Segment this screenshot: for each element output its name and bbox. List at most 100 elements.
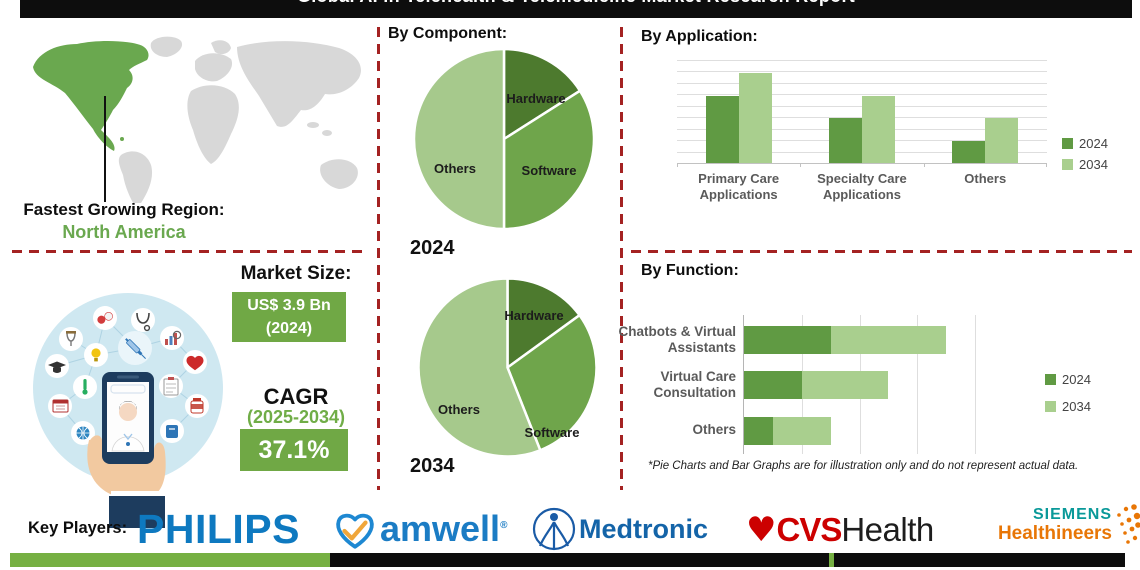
siemens-dots-icon bbox=[1117, 504, 1140, 544]
pie-label-others: Others bbox=[434, 161, 476, 176]
chart-magnifier-icon bbox=[160, 326, 184, 350]
healthineers-wordmark: Healthineers bbox=[997, 522, 1112, 544]
cagr-value: 37.1% bbox=[258, 435, 330, 464]
legend-swatch-2024 bbox=[1062, 138, 1073, 149]
by-function-category-labels: Chatbots & Virtual Assistants Virtual Care… bbox=[600, 315, 736, 454]
gridline bbox=[677, 82, 1047, 84]
gridline bbox=[917, 315, 919, 454]
thermometer-icon bbox=[73, 375, 97, 399]
gridline bbox=[975, 315, 977, 454]
function-legend-2024: 2024 bbox=[1045, 372, 1091, 387]
pie-slice-software bbox=[505, 313, 598, 452]
lightbulb-icon bbox=[84, 343, 108, 367]
syringe-icon bbox=[118, 331, 152, 365]
axis-tick bbox=[1046, 163, 1047, 167]
pill-icon bbox=[93, 306, 117, 331]
cvs-heart-icon: ♥ bbox=[746, 510, 777, 550]
fastest-growing-region: Fastest Growing Region: North America bbox=[8, 200, 240, 243]
by-application-category-labels: Primary Care Applications Specialty Care Ap… bbox=[677, 171, 1047, 204]
market-size-year: (2024) bbox=[265, 320, 313, 337]
siemens-wordmark: SIEMENS bbox=[1032, 506, 1112, 523]
heart-icon bbox=[183, 350, 207, 374]
title-bar: Global AI in Telehealth & Telemedicine M… bbox=[20, 0, 1132, 18]
registered-mark: ® bbox=[500, 520, 508, 531]
by-application-bar-chart bbox=[677, 60, 1047, 167]
sleeve bbox=[109, 496, 165, 528]
pie-slice-software bbox=[502, 89, 596, 231]
footer-green-bar bbox=[10, 553, 330, 567]
pie-label-software: Software bbox=[522, 163, 577, 178]
cvs-wordmark: CVS bbox=[776, 511, 842, 548]
bar-2024-others bbox=[744, 417, 773, 445]
by-application-heading: By Application: bbox=[641, 28, 758, 45]
scandinavia-region bbox=[211, 40, 231, 55]
cagr-period: (2025-2034) bbox=[246, 407, 346, 427]
asia-region bbox=[237, 41, 361, 127]
gridline bbox=[677, 60, 1047, 61]
north-america-region bbox=[33, 41, 149, 151]
clipboard-icon bbox=[159, 374, 183, 398]
legend-swatch-2034 bbox=[1062, 159, 1073, 170]
axis-tick bbox=[800, 163, 802, 167]
bar-2034-specialty-care-applications bbox=[862, 95, 895, 163]
pie-slice-others bbox=[412, 47, 506, 231]
cagr-heading: CAGR bbox=[263, 384, 329, 409]
pie-chart-by-component-2034: Hardware Software Others bbox=[417, 277, 598, 458]
amwell-heart-icon bbox=[336, 513, 374, 549]
australia-region bbox=[320, 159, 358, 189]
fastest-growing-region-label: Fastest Growing Region: bbox=[23, 200, 225, 219]
pie-chart-by-component-2024: Hardware Software Others bbox=[412, 47, 596, 231]
bar-2024-virtual-care-consultation bbox=[744, 371, 802, 399]
pie-slice-others bbox=[417, 277, 542, 458]
pie-label-others: Others bbox=[438, 402, 480, 417]
caribbean-islands bbox=[120, 137, 124, 141]
cvs-health-wordmark: Health bbox=[841, 511, 934, 548]
footer-black-bar bbox=[330, 553, 1125, 567]
bar-2034-chatbots-virtual-assistants bbox=[830, 326, 947, 354]
medtronic-icon bbox=[532, 507, 576, 551]
globe-icon bbox=[71, 421, 95, 445]
by-function-heading: By Function: bbox=[641, 262, 739, 279]
cagr-value-box: 37.1% bbox=[240, 429, 348, 471]
legend-swatch-2024 bbox=[1045, 374, 1056, 385]
telehealth-illustration bbox=[33, 293, 223, 528]
pie-2034-year-label: 2034 bbox=[410, 455, 455, 477]
world-map bbox=[33, 36, 361, 203]
horizontal-divider-left bbox=[12, 250, 368, 253]
axis-tick bbox=[677, 163, 678, 167]
bar-2024-chatbots-virtual-assistants bbox=[744, 326, 831, 354]
doctor-on-screen bbox=[110, 384, 146, 452]
market-size-value: US$ 3.9 Bn bbox=[247, 296, 331, 314]
application-legend-2034: 2034 bbox=[1062, 157, 1108, 172]
category-label: Specialty Care Applications bbox=[817, 171, 907, 203]
pie-label-hardware: Hardware bbox=[506, 91, 565, 106]
bar-2034-virtual-care-consultation bbox=[801, 371, 889, 399]
application-legend-2024: 2024 bbox=[1062, 136, 1108, 151]
map-pointer-line bbox=[104, 96, 106, 202]
category-label: Others bbox=[964, 171, 1007, 186]
medicine-bottle-icon bbox=[185, 394, 209, 418]
gridline bbox=[677, 71, 1047, 73]
amwell-logo: amwell® bbox=[380, 508, 507, 550]
category-label: Chatbots & Virtual Assistants bbox=[618, 324, 736, 356]
horizontal-divider-right bbox=[631, 250, 1132, 253]
legend-label-2024: 2024 bbox=[1079, 136, 1108, 151]
category-label: Virtual Care Consultation bbox=[653, 369, 737, 401]
pie-label-hardware: Hardware bbox=[504, 308, 563, 323]
siemens-healthineers-logo: SIEMENS Healthineers bbox=[970, 506, 1112, 544]
illustration-disclaimer: *Pie Charts and Bar Graphs are for illus… bbox=[648, 460, 1079, 472]
bar-2034-others bbox=[985, 118, 1019, 163]
philips-logo: PHILIPS bbox=[137, 506, 300, 552]
bar-2024-specialty-care-applications bbox=[829, 118, 862, 163]
legend-label-2034: 2034 bbox=[1079, 157, 1108, 172]
iv-pole-icon bbox=[59, 327, 83, 351]
market-size-value-box: US$ 3.9 Bn (2024) bbox=[232, 292, 346, 342]
stethoscope-icon bbox=[131, 308, 155, 332]
bar-2034-primary-care-applications bbox=[738, 73, 772, 163]
key-players-label: Key Players: bbox=[28, 519, 128, 537]
graduation-cap-icon bbox=[45, 354, 69, 378]
footer-green-notch bbox=[829, 553, 834, 567]
vertical-divider-left bbox=[377, 27, 380, 490]
africa-region bbox=[187, 85, 239, 164]
